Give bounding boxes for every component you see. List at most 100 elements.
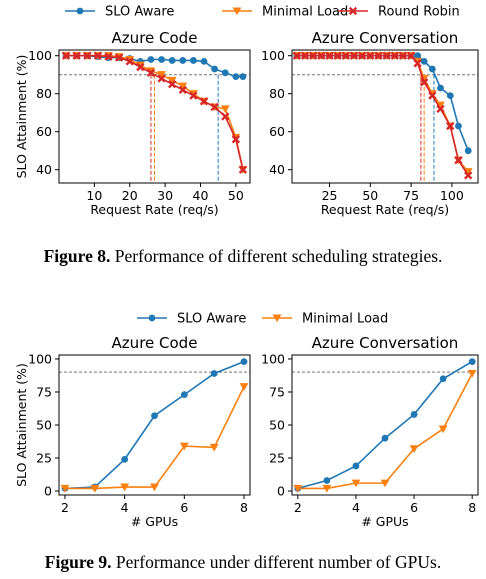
chart1-y-axis-label: SLO Attainment (%) xyxy=(14,55,29,179)
chart1-slo-aware-point-12 xyxy=(179,57,187,64)
chart1-minimal-load-point-11 xyxy=(167,76,177,85)
chart3-slo-aware-point-4 xyxy=(151,412,158,420)
chart1-title: Azure Code xyxy=(112,29,198,47)
chart2-x-tick-label: 75 xyxy=(403,188,419,203)
chart3-y-tick-label: 75 xyxy=(36,384,52,399)
chart1-round-robin-point-2 xyxy=(72,51,81,60)
chart2-x-tick-label: 100 xyxy=(440,188,464,203)
chart1-y-tick-label: 80 xyxy=(36,86,52,101)
chart4-axes-frame xyxy=(291,354,479,496)
chart3-y-tick-label: 50 xyxy=(36,418,52,433)
chart1-round-robin-point-15 xyxy=(210,102,219,112)
chart1-round-robin-point-18 xyxy=(238,165,248,174)
chart3-minimal-load-point-7 xyxy=(239,383,249,391)
chart2-minimal-load-point-19 xyxy=(436,101,445,110)
chart2-round-robin-point-11 xyxy=(374,51,383,60)
chart3-slo-aware-point-6 xyxy=(210,370,218,377)
chart4-slo-aware-point-7 xyxy=(468,358,476,366)
chart3-x-tick-label: 6 xyxy=(180,500,188,515)
chart1-slo-aware-point-14 xyxy=(200,58,208,65)
chart2-round-robin-point-21 xyxy=(454,156,463,165)
chart4-x-tick-label: 6 xyxy=(410,500,418,515)
chart2-slo-aware-point-17 xyxy=(420,58,428,65)
chart4-minimal-load-point-1 xyxy=(293,484,303,493)
chart2-round-robin-point-2 xyxy=(300,51,310,60)
legend2-slo-aware-marker xyxy=(148,314,156,322)
chart1-minimal-load-point-16 xyxy=(220,105,230,114)
chart2-slo-aware-point-20 xyxy=(446,92,454,99)
chart2-round-robin-point-18 xyxy=(428,91,437,100)
chart2-round-robin-point-17 xyxy=(420,78,429,87)
chart4-minimal-load-point-3 xyxy=(351,479,361,488)
chart4-minimal-load-point-2 xyxy=(322,484,332,493)
chart1-round-robin-point-16 xyxy=(221,112,230,121)
chart3-minimal-load-point-6 xyxy=(209,443,219,452)
chart2-round-robin-point-4 xyxy=(317,51,326,60)
chart1-round-robin-point-12 xyxy=(178,85,187,95)
chart2-round-robin-point-22 xyxy=(464,171,473,180)
chart1-x-axis-label: Request Rate (req/s) xyxy=(90,202,218,217)
chart4-y-tick-label: 100 xyxy=(261,351,285,366)
legend1-round-robin-label: Round Robin xyxy=(378,5,460,20)
figure-9-caption-label: Figure 9. xyxy=(44,552,112,572)
chart2-slo-aware-point-19 xyxy=(437,84,444,92)
chart1-x-tick-label: 10 xyxy=(86,188,102,203)
figure-8-caption: Figure 8. Performance of different sched… xyxy=(0,246,486,267)
chart1-slo-aware-point-15 xyxy=(211,65,219,73)
chart4-minimal-load-point-6 xyxy=(438,425,448,434)
chart2-axes-frame xyxy=(291,49,479,184)
chart1-slo-aware-point-13 xyxy=(190,57,197,64)
chart2-round-robin-point-6 xyxy=(333,51,342,60)
chart4-x-tick-label: 4 xyxy=(352,500,360,515)
chart4-slo-aware-point-3 xyxy=(352,462,360,470)
chart2-round-robin-point-12 xyxy=(382,51,391,60)
chart2-round-robin-point-14 xyxy=(398,51,408,60)
chart3-y-axis-label: SLO Attainment (%) xyxy=(14,363,29,487)
chart2-title: Azure Conversation xyxy=(312,29,459,47)
chart3-slo-aware-line xyxy=(64,360,245,490)
chart3-y-tick-label: 100 xyxy=(28,351,52,366)
chart1-slo-aware-point-10 xyxy=(158,56,165,63)
chart2-x-axis-label: Request Rate (req/s) xyxy=(321,202,449,217)
chart3-y-tick-label: 25 xyxy=(36,451,52,466)
chart3-minimal-load-point-1 xyxy=(60,484,70,493)
chart2-slo-aware-point-21 xyxy=(455,122,462,130)
chart1-round-robin-point-4 xyxy=(93,51,103,60)
chart1-x-tick-label: 40 xyxy=(193,188,209,203)
chart1-slo-aware-point-17 xyxy=(232,73,240,80)
chart2-round-robin-point-9 xyxy=(358,51,367,60)
chart2-round-robin-point-16 xyxy=(413,59,422,68)
chart2-round-robin-point-8 xyxy=(349,51,359,60)
chart3-y-tick-label: 0 xyxy=(44,484,52,499)
chart2-y-tick-label: 60 xyxy=(269,124,285,139)
chart1-minimal-load-point-12 xyxy=(178,82,188,91)
chart2-round-robin-point-19 xyxy=(436,104,445,114)
chart4-slo-aware-point-2 xyxy=(323,477,331,484)
chart3-x-tick-label: 8 xyxy=(240,500,248,515)
chart3-slo-aware-point-7 xyxy=(240,358,248,366)
figure-9-caption: Figure 9. Performance under different nu… xyxy=(0,552,486,573)
chart3-x-tick-label: 4 xyxy=(121,500,129,515)
chart4-y-tick-label: 25 xyxy=(269,451,285,466)
chart1-round-robin-point-8 xyxy=(136,62,145,72)
chart2-round-robin-point-20 xyxy=(446,121,455,131)
chart1-x-tick-label: 30 xyxy=(157,188,173,203)
chart2-y-tick-label: 40 xyxy=(269,162,285,177)
chart1-round-robin-point-6 xyxy=(114,53,124,62)
chart2-slo-aware-point-18 xyxy=(428,65,436,73)
chart4-x-axis-label: # GPUs xyxy=(361,514,408,529)
legend1-slo-aware-marker xyxy=(76,7,84,15)
chart3-x-tick-label: 2 xyxy=(61,500,69,515)
chart4-x-tick-label: 8 xyxy=(468,500,476,515)
chart1-y-tick-label: 40 xyxy=(36,162,52,177)
chart3-axes-frame xyxy=(58,354,251,496)
chart1-slo-aware-point-18 xyxy=(239,73,247,80)
chart2-round-robin-line xyxy=(296,54,469,176)
chart2-minimal-load-point-22 xyxy=(463,168,473,176)
chart2-slo-aware-point-16 xyxy=(414,52,422,60)
chart3-minimal-load-point-3 xyxy=(120,483,130,492)
chart3-minimal-load-point-5 xyxy=(179,442,189,451)
chart1-slo-aware-point-16 xyxy=(221,69,229,77)
chart2-slo-aware-point-22 xyxy=(464,147,472,155)
chart1-round-robin-point-7 xyxy=(125,57,134,66)
